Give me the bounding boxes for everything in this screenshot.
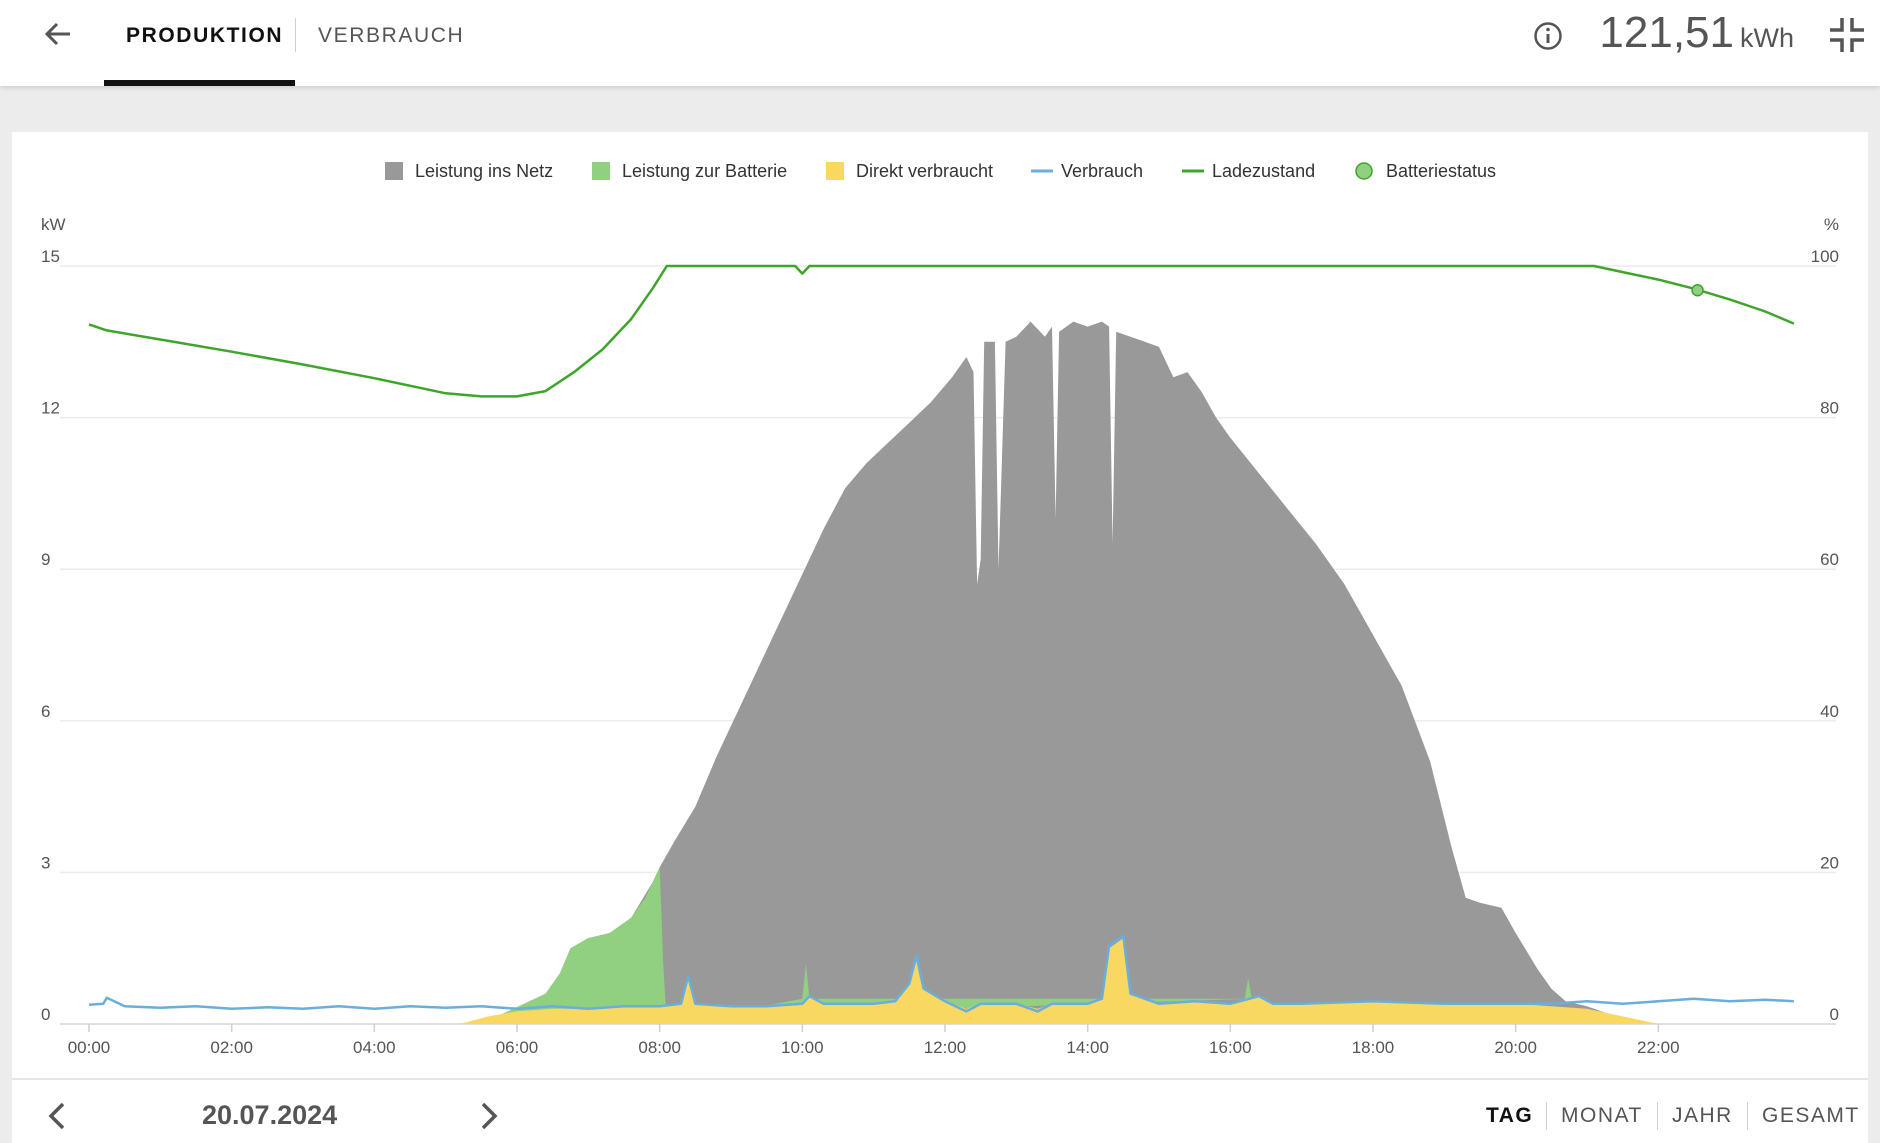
chevron-right-icon[interactable] xyxy=(470,1098,506,1134)
series-consumption-line xyxy=(88,934,1794,1013)
tab-produktion[interactable]: PRODUKTION xyxy=(104,0,295,86)
legend-label: Leistung ins Netz xyxy=(415,161,554,181)
footer-divider xyxy=(12,1078,1868,1080)
period-monat[interactable]: MONAT xyxy=(1561,1104,1643,1127)
y-tick-label-left: 3 xyxy=(41,853,50,872)
x-tick-label: 22:00 xyxy=(1637,1038,1680,1057)
selected-date[interactable]: 20.07.2024 xyxy=(202,1100,338,1130)
active-tab-indicator xyxy=(104,80,295,86)
x-tick-label: 04:00 xyxy=(353,1038,396,1057)
legend-swatch-battery-status xyxy=(1355,162,1373,180)
collapse-icon[interactable] xyxy=(1826,14,1868,56)
x-tick-label: 02:00 xyxy=(210,1038,253,1057)
battery-status-marker xyxy=(1691,284,1704,297)
x-tick-label: 10:00 xyxy=(781,1038,824,1057)
x-tick-label: 18:00 xyxy=(1352,1038,1395,1057)
legend-label: Verbrauch xyxy=(1061,161,1144,181)
chevron-left-icon[interactable] xyxy=(40,1098,76,1134)
y-axis-label-left: kW xyxy=(41,215,66,234)
legend-swatch-soc xyxy=(1182,169,1204,173)
tab-divider xyxy=(295,18,296,52)
y-tick-label-right: 0 xyxy=(1830,1005,1839,1024)
x-tick-label: 12:00 xyxy=(924,1038,967,1057)
y-axis-label-right: % xyxy=(1824,215,1839,234)
legend-label: Batteriestatus xyxy=(1386,161,1497,181)
energy-chart: 0 3 6 9 12 15 0 20 40 60 80 100 kW % 00:00 02:00 04:00 06… xyxy=(41,215,1839,1057)
legend-swatch-battery-charge xyxy=(592,162,610,180)
y-tick-label-right: 40 xyxy=(1820,702,1839,721)
legend-swatch-grid-feed xyxy=(385,162,403,180)
total-energy: 121,51 kWh xyxy=(1599,8,1794,58)
y-tick-label-left: 9 xyxy=(41,550,50,569)
y-tick-label-right: 80 xyxy=(1820,399,1839,418)
x-tick-label: 08:00 xyxy=(638,1038,681,1057)
period-jahr[interactable]: JAHR xyxy=(1672,1104,1733,1127)
x-tick-label: 14:00 xyxy=(1066,1038,1109,1057)
info-icon[interactable] xyxy=(1530,18,1566,54)
series-grid-feed-area xyxy=(89,321,1801,1025)
tab-verbrauch-label: VERBRAUCH xyxy=(318,24,465,47)
y-tick-label-right: 20 xyxy=(1820,853,1839,872)
x-tick-label: 06:00 xyxy=(496,1038,539,1057)
x-tick-label: 20:00 xyxy=(1494,1038,1537,1057)
total-unit: kWh xyxy=(1740,23,1794,53)
period-divider xyxy=(1747,1102,1748,1130)
chart-legend: Leistung ins Netz Leistung zur Batterie … xyxy=(0,156,1880,186)
tab-verbrauch[interactable]: VERBRAUCH xyxy=(300,0,470,86)
top-bar: PRODUKTION VERBRAUCH 121,51 kWh xyxy=(0,0,1880,86)
y-tick-label-left: 0 xyxy=(41,1005,50,1024)
period-divider xyxy=(1657,1102,1658,1130)
y-tick-label-right: 60 xyxy=(1820,550,1839,569)
arrow-left-icon[interactable] xyxy=(36,12,80,56)
x-tick-label: 16:00 xyxy=(1209,1038,1252,1057)
legend-swatch-direct-use xyxy=(826,162,844,180)
legend-label: Ladezustand xyxy=(1212,161,1316,181)
tab-produktion-label: PRODUKTION xyxy=(126,24,284,47)
legend-label: Direkt verbraucht xyxy=(856,161,994,181)
y-tick-label-left: 6 xyxy=(41,702,50,721)
x-tick-label: 00:00 xyxy=(68,1038,111,1057)
legend-label: Leistung zur Batterie xyxy=(622,161,788,181)
period-tag[interactable]: TAG xyxy=(1486,1104,1534,1127)
y-tick-label-left: 15 xyxy=(41,247,60,266)
total-value: 121,51 xyxy=(1599,8,1734,57)
y-tick-label-right: 100 xyxy=(1811,247,1839,266)
series-soc-line xyxy=(88,264,1795,398)
period-divider xyxy=(1546,1102,1547,1130)
series-battery-charge-area xyxy=(481,867,1252,1024)
period-gesamt[interactable]: GESAMT xyxy=(1762,1104,1860,1127)
y-tick-label-left: 12 xyxy=(41,399,60,418)
legend-swatch-consumption xyxy=(1031,169,1053,173)
